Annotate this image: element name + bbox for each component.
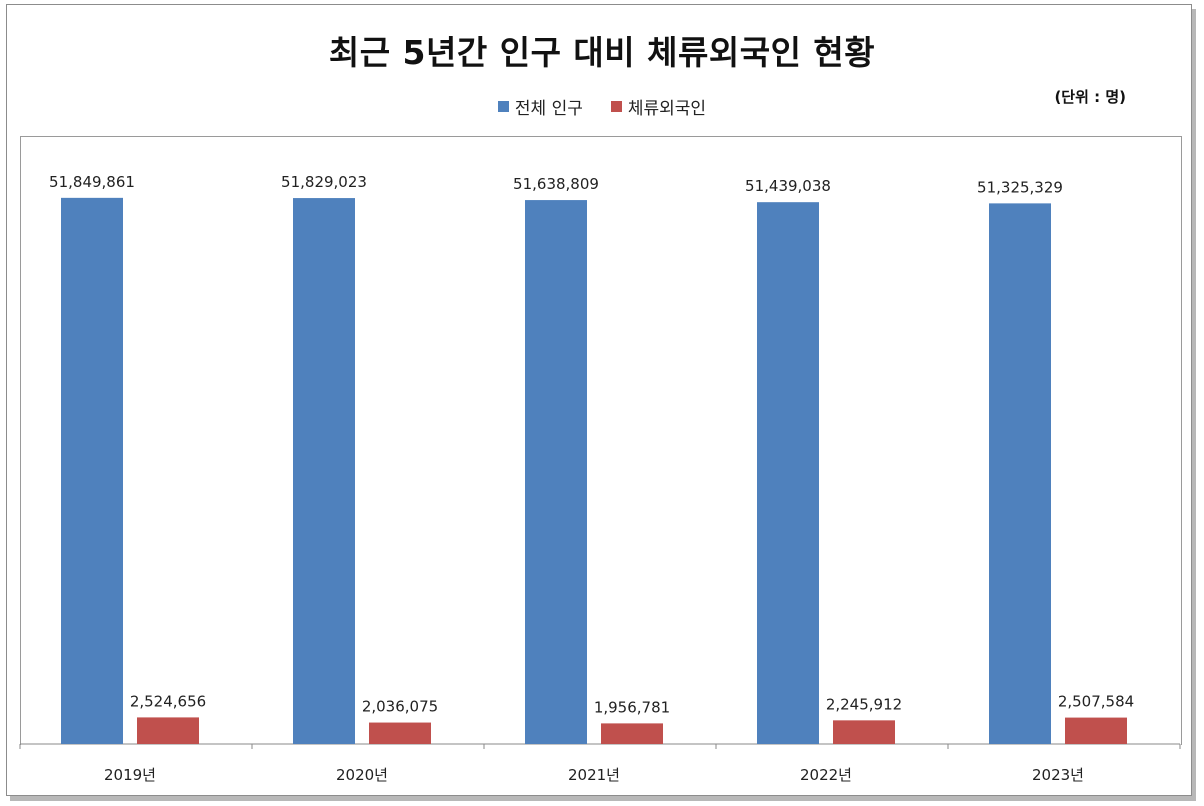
legend-label-total-population: 전체 인구 xyxy=(514,99,583,119)
bar-total-population-1 xyxy=(293,198,355,744)
data-label-foreign-residents-1: 2,036,075 xyxy=(362,698,438,716)
bar-total-population-4 xyxy=(989,203,1051,745)
legend-label-foreign-residents: 체류외국인 xyxy=(627,99,707,119)
x-tick-label-3: 2022년 xyxy=(800,766,852,784)
bar-total-population-3 xyxy=(757,202,819,744)
chart-title: 최근 5년간 인구 대비 체류외국인 현황 xyxy=(328,33,876,72)
bar-foreign-residents-0 xyxy=(137,717,199,744)
data-label-foreign-residents-0: 2,524,656 xyxy=(130,692,206,710)
bar-foreign-residents-3 xyxy=(833,720,895,744)
bar-foreign-residents-4 xyxy=(1065,717,1127,744)
legend-swatch-foreign-residents xyxy=(610,101,622,112)
data-label-total-population-4: 51,325,329 xyxy=(977,178,1063,196)
data-label-total-population-2: 51,638,809 xyxy=(513,175,599,193)
data-label-foreign-residents-3: 2,245,912 xyxy=(826,695,902,713)
x-tick-label-4: 2023년 xyxy=(1032,766,1084,784)
plot-area-border xyxy=(20,136,1182,745)
legend: 전체 인구 체류외국인 xyxy=(0,94,1204,119)
x-tick-label-0: 2019년 xyxy=(104,766,156,784)
unit-label: (단위 : 명) xyxy=(1054,88,1126,106)
data-label-foreign-residents-2: 1,956,781 xyxy=(594,698,670,716)
data-label-total-population-1: 51,829,023 xyxy=(281,173,367,191)
legend-item-total-population: 전체 인구 xyxy=(497,94,583,119)
data-label-total-population-3: 51,439,038 xyxy=(745,177,831,195)
data-label-foreign-residents-4: 2,507,584 xyxy=(1058,693,1134,711)
bar-total-population-2 xyxy=(525,200,587,744)
bar-total-population-0 xyxy=(61,197,123,744)
bar-foreign-residents-1 xyxy=(369,722,431,744)
legend-swatch-total-population xyxy=(497,101,509,112)
legend-item-foreign-residents: 체류외국인 xyxy=(610,94,707,119)
x-tick-label-1: 2020년 xyxy=(336,766,388,784)
data-label-total-population-0: 51,849,861 xyxy=(49,173,135,191)
x-tick-label-2: 2021년 xyxy=(568,766,620,784)
bar-foreign-residents-2 xyxy=(601,723,663,744)
